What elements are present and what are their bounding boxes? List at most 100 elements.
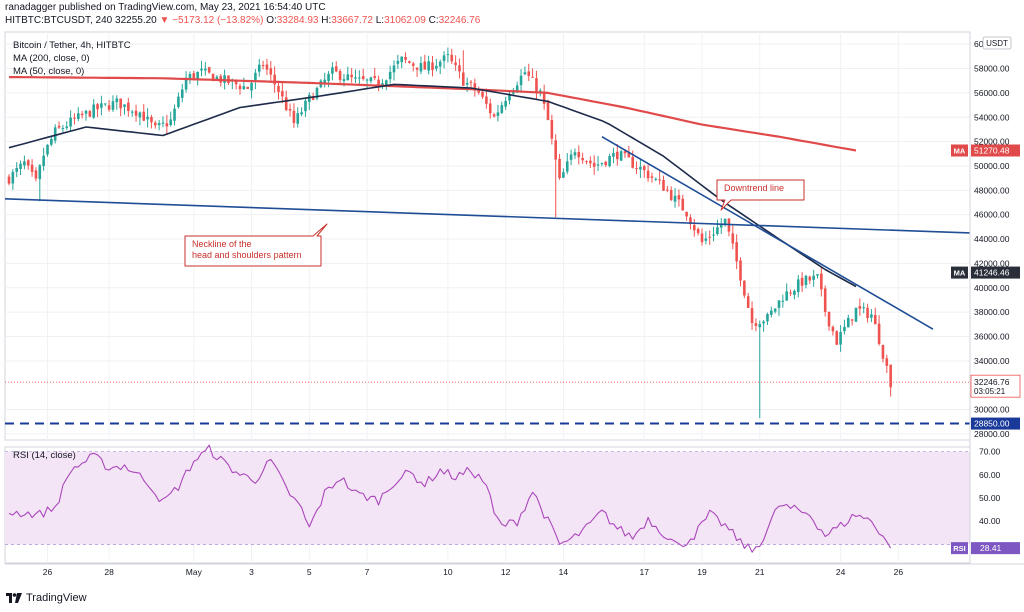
y-tick-label: 36000.00 xyxy=(974,331,1010,341)
candle-body xyxy=(146,116,149,120)
candle-body xyxy=(23,161,26,166)
candle-body xyxy=(719,224,723,228)
brand-label: TradingView xyxy=(26,592,87,604)
candle-body xyxy=(504,100,507,107)
callout-box xyxy=(716,179,805,211)
currency-box xyxy=(982,36,1012,50)
ma50-legend[interactable]: MA (50, close, 0) xyxy=(13,66,85,77)
tradingview-brand[interactable]: TradingView xyxy=(6,592,87,604)
y-tick-label: 58000.00 xyxy=(974,64,1010,74)
x-tick-label: 7 xyxy=(365,567,370,577)
candle-body xyxy=(877,323,881,344)
candle-body xyxy=(57,125,61,128)
candle-body xyxy=(693,224,696,231)
ma200-legend[interactable]: MA (200, close, 0) xyxy=(13,53,90,64)
candle-body xyxy=(234,81,238,85)
candle-body xyxy=(61,128,65,130)
candle-body xyxy=(396,60,400,64)
candle-body xyxy=(612,152,615,157)
candle-body xyxy=(211,74,215,82)
candle-body xyxy=(889,364,892,388)
candle-body xyxy=(138,112,142,118)
candle-body xyxy=(766,313,769,322)
ohlc-bar: HITBTC:BTCUSDT, 240 32255.20 ▼ −5173.12 … xyxy=(5,15,480,26)
candle-body xyxy=(261,65,265,67)
candle-body xyxy=(835,331,839,345)
candle-body xyxy=(207,67,211,73)
candle-body xyxy=(254,72,257,82)
candle-body xyxy=(535,78,538,93)
candle-body xyxy=(473,83,477,91)
tag-value: 51270.48 xyxy=(974,145,1010,155)
y-tick-label: 44000.00 xyxy=(974,234,1010,244)
publish-info: ranadagger published on TradingView.com,… xyxy=(5,2,326,13)
candle-body xyxy=(881,344,885,359)
candle-body xyxy=(500,105,504,113)
tag-value: 41246.46 xyxy=(974,268,1010,278)
candle-body xyxy=(288,109,292,111)
candle-body xyxy=(519,75,523,86)
candle-body xyxy=(7,176,11,184)
high-label: H: xyxy=(321,15,332,26)
candle-body xyxy=(642,166,646,171)
candle-body xyxy=(392,65,396,73)
candle-body xyxy=(130,111,134,113)
y-tick-label: 30000.00 xyxy=(974,405,1010,415)
candle-body xyxy=(508,94,511,101)
candle-body xyxy=(92,104,95,118)
candle-body xyxy=(854,307,858,322)
candle-body xyxy=(119,98,122,109)
candle-body xyxy=(53,127,57,141)
candle-body xyxy=(115,98,119,103)
candle-body xyxy=(635,168,638,170)
candle-body xyxy=(631,156,634,168)
candle-body xyxy=(488,103,492,114)
candle-body xyxy=(515,85,519,92)
rsi-y-tick-label: 40.00 xyxy=(979,516,1001,526)
candle-body xyxy=(88,111,92,117)
candle-body xyxy=(46,144,49,155)
rsi-tag: RSI 28.41 xyxy=(951,542,1020,555)
candle-body xyxy=(773,308,777,312)
candle-body xyxy=(311,96,315,100)
candle-body xyxy=(223,75,226,83)
x-tick-label: 21 xyxy=(755,567,765,577)
candle-body xyxy=(315,87,319,99)
candle-body xyxy=(204,68,207,71)
candle-body xyxy=(96,104,99,110)
candle-body xyxy=(19,163,22,169)
support-tag: 28850.00 xyxy=(971,417,1020,430)
rsi-tag-box xyxy=(951,542,968,555)
tag-ma-label: MA xyxy=(954,269,966,278)
candle-body xyxy=(342,79,346,82)
candle-body xyxy=(627,152,631,158)
candle-body xyxy=(127,102,130,111)
candle-body xyxy=(265,64,269,70)
candle-body xyxy=(485,96,488,104)
last-price: 32255.20 xyxy=(115,15,157,26)
down-arrow-icon: ▼ xyxy=(159,15,170,26)
candle-body xyxy=(689,217,692,225)
candle-body xyxy=(581,158,584,161)
candle-body xyxy=(11,171,15,184)
candle-body xyxy=(577,151,581,158)
candle-body xyxy=(196,71,199,79)
candle-body xyxy=(215,76,219,80)
candle-body xyxy=(180,89,184,98)
candle-body xyxy=(700,233,704,243)
candle-body xyxy=(873,314,877,325)
candle-body xyxy=(334,66,338,72)
y-tick-label: 52000.00 xyxy=(974,137,1010,147)
candle-body xyxy=(820,273,823,290)
callout-text: Downtrend line xyxy=(724,183,784,193)
candle-body xyxy=(338,70,342,81)
candle-body xyxy=(650,176,654,178)
candle-body xyxy=(385,80,388,85)
y-tick-label: 46000.00 xyxy=(974,210,1010,220)
y-tick-label: 56000.00 xyxy=(974,88,1010,98)
x-tick-label: 26 xyxy=(43,567,53,577)
candle-body xyxy=(26,160,30,166)
x-tick-label: 26 xyxy=(894,567,904,577)
x-tick-label: 5 xyxy=(307,567,312,577)
